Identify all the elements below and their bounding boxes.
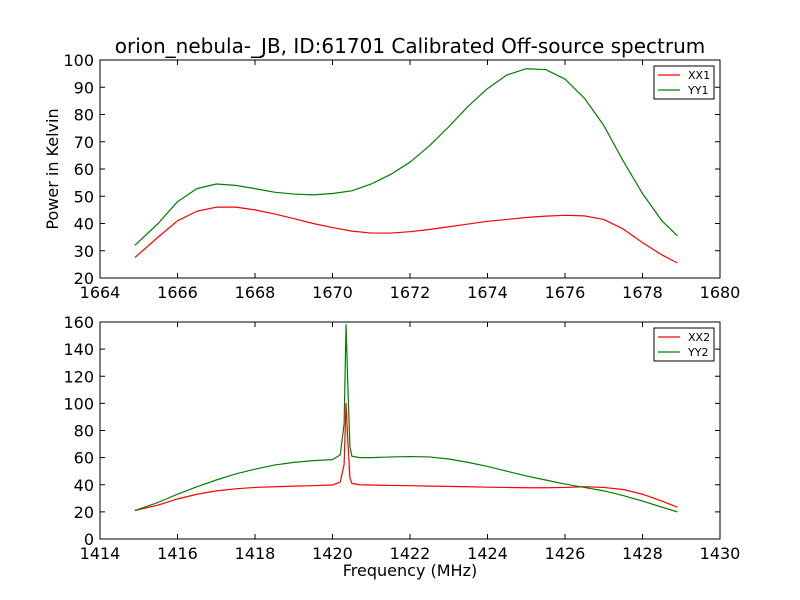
plot1-legend-box [653, 65, 715, 100]
plot2-x-tick-label: 1422 [390, 544, 431, 563]
plot1-x-tick-label: 1666 [157, 283, 198, 302]
plot1-x-tick-label: 1680 [700, 283, 741, 302]
plot2-legend-label-XX2: XX2 [688, 331, 710, 344]
plot1-legend-label-YY1: YY1 [687, 84, 708, 97]
plot1-x-tick-label: 1678 [622, 283, 663, 302]
plot2-y-tick-label: 120 [63, 367, 94, 386]
plot1-x-tick-label: 1674 [467, 283, 508, 302]
plot2-x-tick-label: 1430 [700, 544, 741, 563]
plot2-legend-label-YY2: YY2 [687, 346, 708, 359]
plot2-x-tick-label: 1426 [545, 544, 586, 563]
plot2-y-tick-label: 0 [84, 530, 94, 549]
plot2-series-XX2-line [134, 402, 678, 512]
plot2-y-tick-label: 80 [74, 422, 94, 441]
plot1-x-tick-label: 1670 [312, 283, 353, 302]
plot2-y-tick-label: 20 [74, 503, 94, 522]
plot1-y-tick-label: 30 [74, 242, 94, 261]
plot2-x-tick-label: 1420 [312, 544, 353, 563]
plot2-y-tick-label: 40 [74, 476, 94, 495]
plot2-y-tick-label: 60 [74, 449, 94, 468]
plot2-x-tick-label: 1418 [235, 544, 276, 563]
plot2-y-tick-label: 140 [63, 340, 94, 359]
bottom-plot: 1414 1416 1418 1420 1422 1424 1426 1428 1430 0 20 4… [63, 313, 740, 580]
plot1-y-tick-label: 80 [74, 106, 94, 125]
plot1-x-tick-label: 1672 [390, 283, 431, 302]
plot2-x-tick-label: 1428 [622, 544, 663, 563]
plot1-y-tick-label: 50 [74, 187, 94, 206]
plot2-x-axis-title: Frequency (MHz) [343, 561, 477, 580]
plot1-legend-label-XX1: XX1 [688, 69, 710, 82]
plot1-y-tick-label: 20 [74, 269, 94, 288]
plot1-x-tick-label: 1664 [80, 283, 121, 302]
plot2-x-tick-label: 1424 [467, 544, 508, 563]
chart-title: orion_nebula-_JB, ID:61701 Calibrated Of… [115, 34, 706, 58]
plot1-y-tick-label: 90 [74, 78, 94, 97]
plot1-y-axis-title: Power in Kelvin [43, 108, 62, 229]
plot1-series-YY1-line [134, 68, 678, 246]
plot1-y-tick-label: 60 [74, 160, 94, 179]
plot2-x-tick-label: 1414 [80, 544, 121, 563]
plot2-y-tick-label: 160 [63, 313, 94, 332]
top-plot: 1664 1666 1668 1670 1672 1674 1676 1678 1680 20 30… [43, 51, 740, 302]
plot1-plot-area [100, 60, 720, 278]
plot1-y-tick-label: 100 [63, 51, 94, 70]
plot1-series-XX1-line [134, 206, 678, 264]
plot2-legend-box [653, 327, 715, 362]
plot2-y-tick-label: 100 [63, 394, 94, 413]
plot2-plot-area [100, 322, 720, 539]
plot1-x-tick-label: 1668 [235, 283, 276, 302]
plot1-y-tick-label: 40 [74, 215, 94, 234]
plot2-x-tick-label: 1416 [157, 544, 198, 563]
plot1-x-tick-label: 1676 [545, 283, 586, 302]
plot1-y-tick-label: 70 [74, 133, 94, 152]
plot2-series-YY2-line [134, 324, 678, 513]
